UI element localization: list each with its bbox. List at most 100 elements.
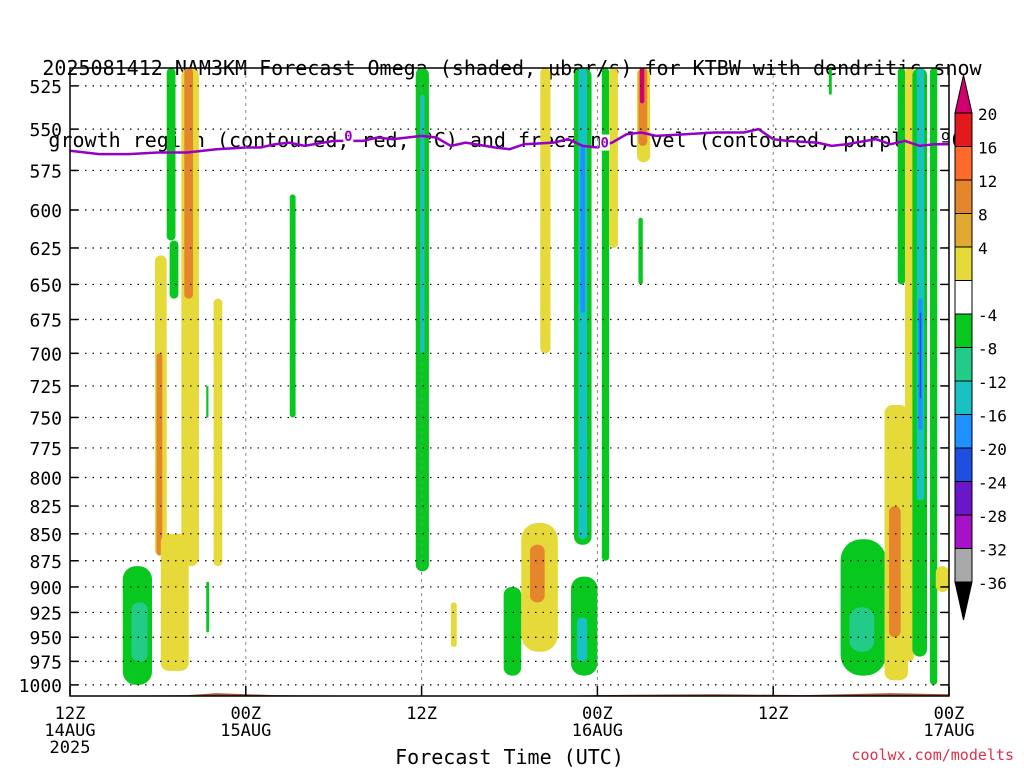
colorbar-bin-5 xyxy=(954,280,973,315)
omega-region-5 xyxy=(156,353,163,556)
x-tick-label: 12Z xyxy=(55,704,86,724)
omega-region-11 xyxy=(206,581,210,633)
colorbar-label: -8 xyxy=(978,340,997,359)
omega-region-16 xyxy=(540,68,551,354)
colorbar-bin-2 xyxy=(954,179,973,214)
freezing-level-label-bg-0 xyxy=(343,127,354,144)
colorbar-label: -16 xyxy=(978,407,1007,426)
freezing-level-label: 0 xyxy=(601,136,609,152)
omega-region-3 xyxy=(184,68,194,299)
x-axis-label: Forecast Time (UTC) xyxy=(395,745,624,768)
omega-region-35 xyxy=(888,506,901,638)
omega-region-30 xyxy=(638,217,643,285)
colorbar-bin-0 xyxy=(954,112,973,147)
colorbar-bin-3 xyxy=(954,213,973,248)
omega-region-6 xyxy=(160,533,189,671)
colorbar-label: 4 xyxy=(978,239,988,258)
y-tick-label: 850 xyxy=(29,525,62,546)
y-tick-label: 650 xyxy=(29,275,62,296)
colorbar-label: 20 xyxy=(978,105,997,124)
omega-region-42 xyxy=(929,68,938,685)
colorbar-label: -28 xyxy=(978,507,1007,526)
omega-region-37 xyxy=(905,68,914,662)
plot-frame xyxy=(69,67,950,697)
omega-region-31 xyxy=(828,68,832,95)
y-tick-label: 825 xyxy=(29,497,62,518)
colorbar-label: -36 xyxy=(978,574,1007,593)
y-tick-label: 725 xyxy=(29,377,62,398)
y-tick-label: 600 xyxy=(29,201,62,222)
omega-region-26 xyxy=(609,68,618,248)
colorbar-label: 16 xyxy=(978,139,997,158)
omega-region-9 xyxy=(213,298,223,567)
credit-text[interactable]: coolwx.com/modelts xyxy=(851,746,1014,764)
omega-region-33 xyxy=(849,607,875,652)
omega-shading xyxy=(70,68,949,696)
colorbar-label: -4 xyxy=(978,306,997,325)
colorbar-bin-13 xyxy=(954,548,973,583)
colorbar-label: -24 xyxy=(978,474,1007,493)
y-tick-label: 1000 xyxy=(19,676,62,697)
y-tick-label: 800 xyxy=(29,468,62,489)
omega-region-25 xyxy=(601,68,610,561)
y-tick-label: 975 xyxy=(29,652,62,673)
omega-region-12 xyxy=(289,194,296,418)
x-tick-label: 00Z xyxy=(230,704,261,724)
colorbar-label: -20 xyxy=(978,440,1007,459)
colorbar-bin-11 xyxy=(954,481,973,516)
colorbar-bin-10 xyxy=(954,447,973,482)
colorbar-label: 12 xyxy=(978,172,997,191)
x-tick-label: 15AUG xyxy=(220,721,271,741)
colorbar: 20 16 12 8 4 -4 -8 -12 -16 -20 -24 -28 -32 -36 xyxy=(954,74,1007,621)
y-tick-label: 675 xyxy=(29,311,62,332)
y-tick-label: 900 xyxy=(29,578,62,599)
colorbar-label: -32 xyxy=(978,541,1007,560)
y-tick-label: 775 xyxy=(29,439,62,460)
y-tick-label: 550 xyxy=(29,120,62,141)
y-tick-label: 750 xyxy=(29,408,62,429)
freezing-level-label-bg-1 xyxy=(599,134,610,151)
y-tick-label: 525 xyxy=(29,77,62,98)
x-tick-label: 00Z xyxy=(934,704,965,724)
omega-region-29 xyxy=(639,68,645,104)
omega-region-41 xyxy=(919,312,922,399)
y-tick-label: 575 xyxy=(29,161,62,182)
omega-region-43 xyxy=(935,566,949,593)
colorbar-bin-9 xyxy=(954,414,973,449)
y-tick-label: 875 xyxy=(29,552,62,573)
y-axis: 525 550 575 600 625 650 675 700 725 750 775 800 825 8… xyxy=(19,77,949,697)
x-tick-label: 12Z xyxy=(406,704,437,724)
omega-region-0 xyxy=(166,68,176,241)
omega-region-15 xyxy=(450,602,457,647)
colorbar-bottom-arrow xyxy=(954,581,973,621)
omega-region-18 xyxy=(530,544,545,603)
y-tick-label: 625 xyxy=(29,239,62,260)
omega-region-22 xyxy=(580,145,585,313)
colorbar-bin-7 xyxy=(954,347,973,382)
x-tick-label: 00Z xyxy=(582,704,613,724)
colorbar-bin-12 xyxy=(954,514,973,549)
colorbar-label: 8 xyxy=(978,206,988,225)
x-tick-label: 2025 xyxy=(50,738,91,758)
x-tick-label: 14AUG xyxy=(44,721,95,741)
omega-region-10 xyxy=(206,385,209,418)
omega-region-19 xyxy=(503,586,522,676)
colorbar-bin-8 xyxy=(954,380,973,415)
freezing-level-label: 0 xyxy=(344,129,352,145)
y-tick-label: 950 xyxy=(29,628,62,649)
colorbar-label: -12 xyxy=(978,373,1007,392)
colorbar-top-arrow xyxy=(954,74,973,114)
omega-region-8 xyxy=(131,602,148,662)
x-tick-label: 17AUG xyxy=(923,721,974,741)
freezing-level-line xyxy=(70,127,949,156)
x-tick-label: 16AUG xyxy=(572,721,623,741)
omega-region-14 xyxy=(420,94,425,354)
omega-region-36 xyxy=(897,68,906,285)
x-tick-label: 12Z xyxy=(758,704,789,724)
colorbar-bin-4 xyxy=(954,246,973,281)
omega-region-24 xyxy=(576,617,588,662)
colorbar-bin-1 xyxy=(954,146,973,181)
omega-region-1 xyxy=(169,240,179,299)
